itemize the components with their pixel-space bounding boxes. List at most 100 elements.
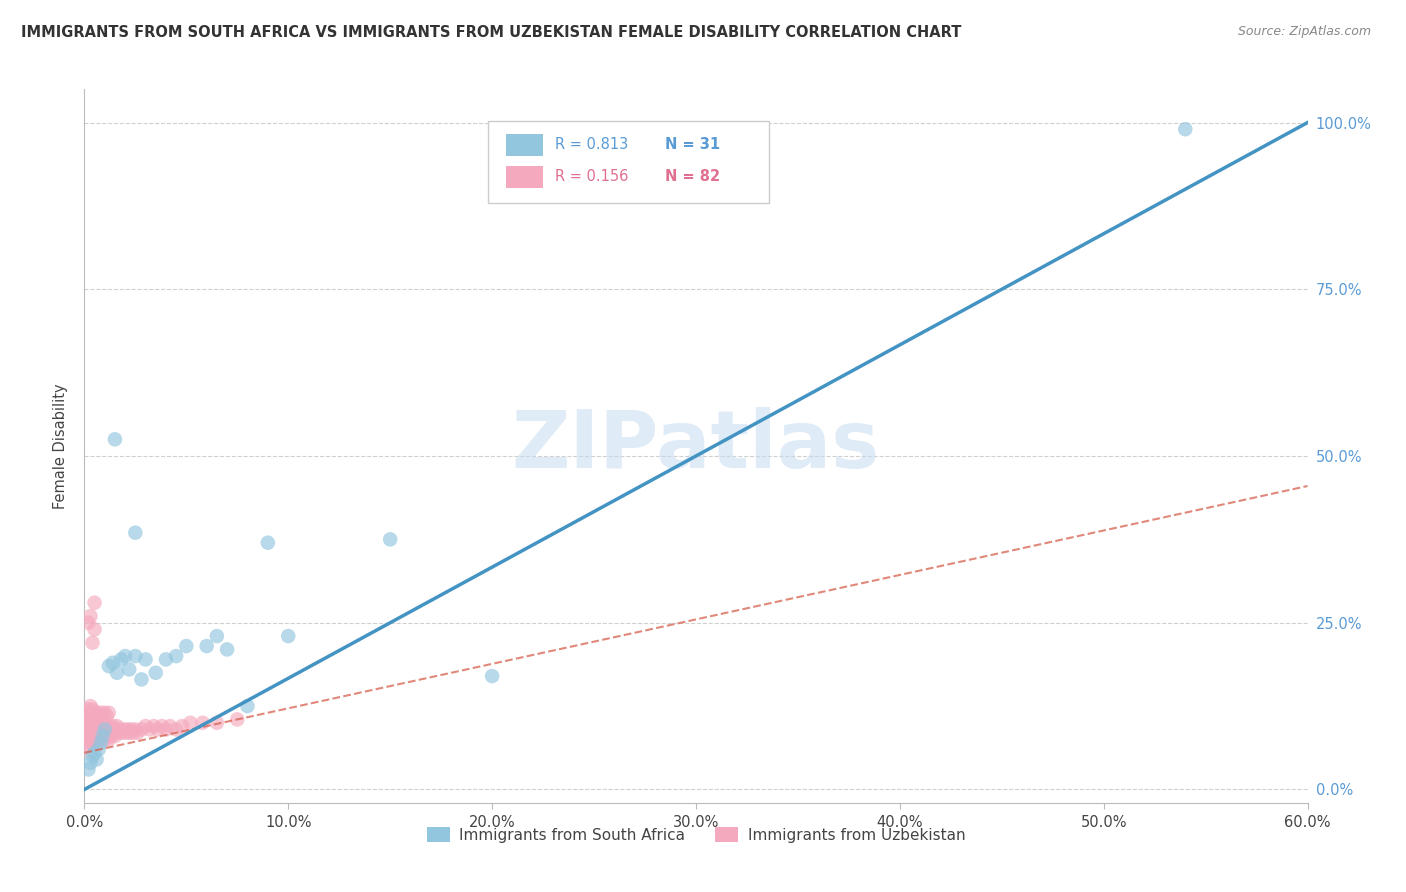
Point [90,736,112,750]
Text: IMMIGRANTS FROM SOUTH AFRICA VS IMMIGRANTS FROM UZBEKISTAN FEMALE DISABILITY COR: IMMIGRANTS FROM SOUTH AFRICA VS IMMIGRAN… [21,25,962,40]
Point [87,742,110,756]
Point [86,706,108,720]
Point [79,725,101,739]
Point [82,723,104,737]
Point [118,662,141,676]
Point [145,665,167,680]
Point [93,732,115,747]
Text: Source: ZipAtlas.com: Source: ZipAtlas.com [1237,25,1371,38]
Point [110,725,132,739]
Point [118,725,141,739]
Point [110,652,132,666]
Point [100,723,122,737]
Point [77,763,100,777]
Point [172,719,194,733]
Point [120,723,142,737]
Y-axis label: Female Disability: Female Disability [53,384,69,508]
Point [155,723,177,737]
Point [104,433,127,447]
Point [91,729,114,743]
Point [79,756,101,770]
Text: N = 82: N = 82 [665,169,720,185]
Point [97,732,120,747]
Point [90,719,112,733]
Point [114,725,136,739]
Point [191,715,214,730]
Point [79,706,101,720]
Point [82,709,104,723]
Point [124,525,146,540]
Point [77,709,100,723]
Point [83,715,105,730]
Point [77,732,100,747]
Point [104,723,127,737]
Point [91,729,114,743]
Legend: Immigrants from South Africa, Immigrants from Uzbekistan: Immigrants from South Africa, Immigrants… [420,821,972,848]
Point [97,719,120,733]
Point [83,709,105,723]
Point [135,652,157,666]
Point [205,629,228,643]
Point [77,739,100,753]
Point [86,732,108,747]
Point [83,723,105,737]
Point [195,639,218,653]
Point [101,719,124,733]
Point [146,723,169,737]
Point [108,723,131,737]
Point [165,723,187,737]
Point [96,709,118,723]
Point [82,732,104,747]
Point [82,702,104,716]
Point [75,715,97,730]
Point [79,719,101,733]
Point [87,729,110,743]
Point [101,656,124,670]
Point [77,702,100,716]
Point [90,725,112,739]
Point [79,736,101,750]
Point [87,723,110,737]
Point [75,729,97,743]
Point [236,699,259,714]
Point [150,719,173,733]
Point [93,723,115,737]
Text: ZIPatlas: ZIPatlas [512,407,880,485]
Point [105,719,128,733]
Point [77,723,100,737]
Point [82,636,104,650]
Point [96,723,118,737]
Point [105,725,128,739]
FancyBboxPatch shape [506,166,543,187]
Point [135,719,157,733]
Point [93,706,115,720]
Point [82,715,104,730]
Point [105,665,128,680]
Point [86,719,108,733]
Point [86,752,108,766]
Point [257,535,280,549]
Point [86,725,108,739]
Point [100,729,122,743]
Point [83,623,105,637]
Point [217,642,239,657]
FancyBboxPatch shape [488,121,769,203]
Point [79,609,101,624]
Point [93,719,115,733]
Point [179,715,201,730]
Point [104,729,127,743]
Point [79,713,101,727]
Point [138,723,160,737]
Point [124,723,146,737]
Point [115,723,138,737]
Point [77,615,100,630]
Point [380,533,402,547]
Point [112,723,135,737]
Point [87,715,110,730]
Point [82,749,104,764]
Point [131,673,153,687]
Point [165,649,187,664]
Point [97,706,120,720]
FancyBboxPatch shape [506,134,543,155]
Point [83,729,105,743]
